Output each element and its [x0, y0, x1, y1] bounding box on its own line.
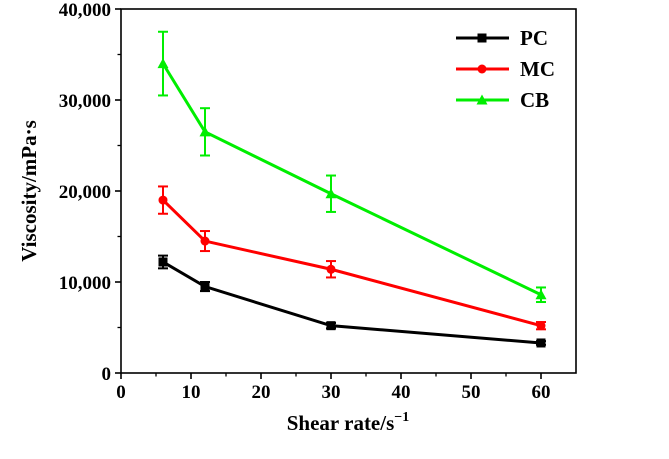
- y-tick-label: 20,000: [59, 182, 111, 203]
- data-point: [536, 321, 546, 331]
- legend-item-cb: CB: [456, 88, 549, 112]
- x-tick-label: 60: [532, 382, 551, 403]
- x-tick-label: 0: [116, 382, 126, 403]
- y-tick-label: 40,000: [59, 0, 111, 21]
- y-axis-title: Viscosity/mPa·s: [17, 120, 41, 262]
- x-axis-title-text: Shear rate/s: [287, 411, 395, 435]
- data-point: [326, 264, 336, 274]
- legend-item-mc: MC: [456, 57, 555, 81]
- legend-marker: [477, 64, 487, 74]
- data-point: [535, 289, 547, 300]
- axis-ticks: 0 10 20 30 40 50 60 0 10,000 20,000 30,000 40,000: [59, 0, 551, 403]
- plot-frame: [120, 8, 577, 374]
- x-axis-title-superscript: −1: [394, 410, 409, 425]
- series-line: [161, 199, 542, 328]
- legend: PC MC CB: [456, 26, 555, 112]
- x-axis-title: Shear rate/s−1: [287, 410, 410, 435]
- legend-marker: [476, 94, 488, 105]
- data-point: [158, 257, 168, 267]
- legend-label: CB: [520, 88, 549, 112]
- series-mc: [158, 185, 546, 331]
- data-point: [326, 321, 336, 331]
- series-cb: [157, 30, 547, 304]
- series-pc: [158, 254, 546, 348]
- y-tick-label: 30,000: [59, 91, 111, 112]
- legend-label: MC: [520, 57, 555, 81]
- x-tick-label: 10: [182, 382, 201, 403]
- data-point: [157, 58, 169, 69]
- data-point: [536, 338, 546, 348]
- series-line: [161, 62, 542, 297]
- legend-item-pc: PC: [456, 26, 548, 50]
- y-tick-label: 10,000: [59, 273, 111, 294]
- data-point: [158, 195, 168, 205]
- x-tick-label: 40: [392, 382, 411, 403]
- legend-label: PC: [520, 26, 548, 50]
- data-point: [200, 282, 210, 292]
- data-point: [199, 126, 211, 137]
- y-tick-label: 0: [102, 364, 112, 385]
- series-line: [162, 260, 542, 345]
- x-tick-label: 30: [322, 382, 341, 403]
- data-point: [200, 236, 210, 246]
- legend-marker: [477, 33, 487, 43]
- x-tick-label: 20: [252, 382, 271, 403]
- data-series: [157, 30, 547, 348]
- x-tick-label: 50: [462, 382, 481, 403]
- data-point: [325, 188, 337, 199]
